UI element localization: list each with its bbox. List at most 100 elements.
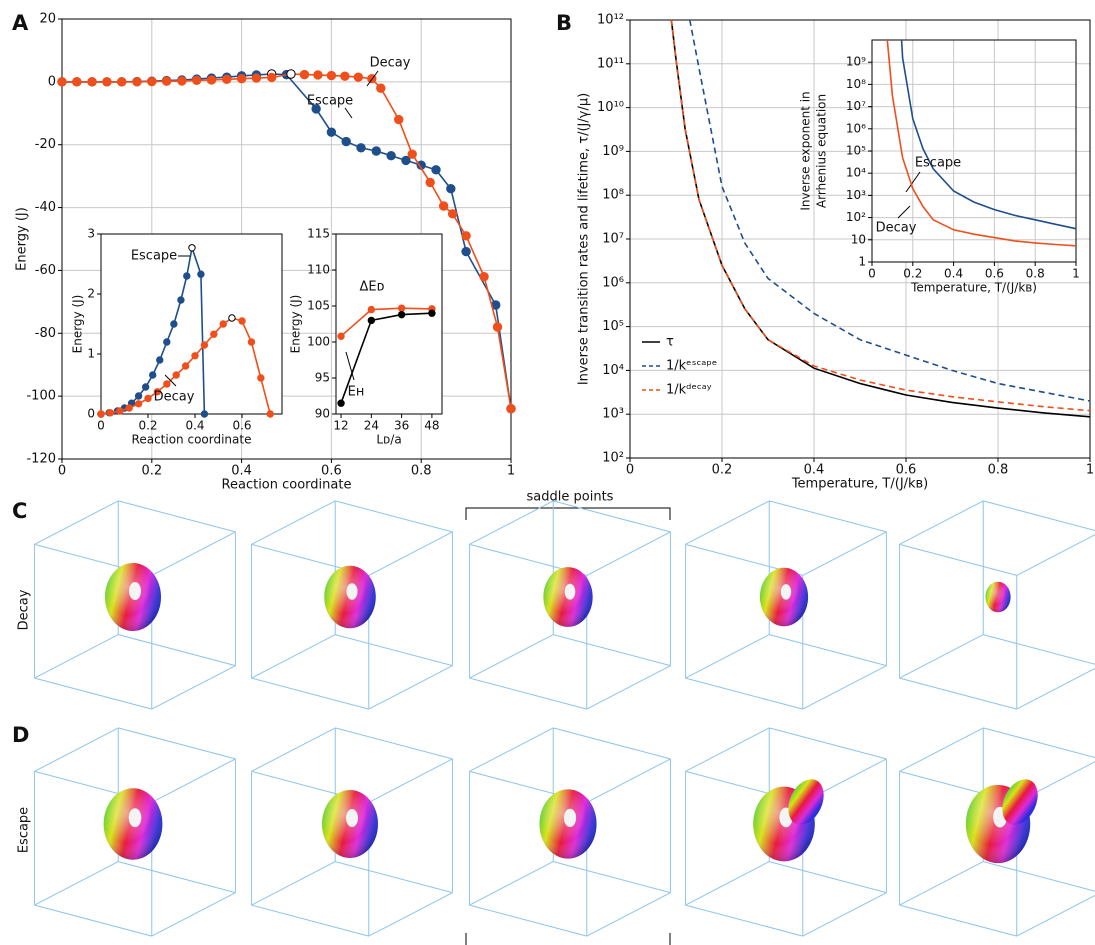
data-point — [222, 74, 232, 85]
y-tick-label: 20 — [39, 12, 56, 27]
y-tick-label: 10⁷ — [846, 99, 866, 113]
data-point — [57, 77, 67, 87]
y-tick-label: 1 — [87, 347, 95, 361]
render-box — [685, 634, 770, 679]
data-point — [438, 201, 449, 211]
x-tick-label: 0.2 — [903, 267, 922, 281]
skyrmion-hole — [346, 583, 358, 600]
data-point — [116, 407, 124, 415]
y-tick-label: 90 — [315, 407, 330, 421]
y-tick-label: 100 — [307, 335, 330, 349]
render-box — [368, 531, 453, 576]
data-point — [163, 338, 171, 346]
y-tick-label: 110 — [307, 263, 330, 277]
render-box — [899, 861, 984, 906]
y-tick-label: 10¹⁰ — [597, 100, 624, 115]
row-label: Escape — [17, 807, 32, 853]
data-point — [192, 75, 202, 85]
render-box — [368, 892, 453, 937]
y-tick-label: 10 — [851, 232, 866, 246]
data-point — [238, 317, 246, 325]
panel-label: D — [12, 723, 29, 747]
render-box — [769, 861, 887, 894]
render-box — [769, 727, 887, 760]
data-point — [134, 392, 143, 400]
y-tick-label: 0 — [48, 74, 56, 89]
data-point — [206, 75, 217, 85]
data-point — [446, 184, 456, 194]
render-box — [899, 727, 984, 772]
render-box — [1016, 534, 1095, 576]
row-label: Decay — [17, 589, 32, 630]
data-point — [340, 71, 350, 81]
skyrmion-hole — [780, 584, 792, 600]
data-point — [376, 83, 386, 93]
legend-label: 1/kᵈᵉᶜᵃʸ — [666, 383, 712, 398]
panel-label: C — [12, 499, 27, 523]
x-tick-label: 0.8 — [1026, 267, 1045, 281]
data-point — [461, 231, 471, 241]
data-point — [106, 409, 115, 417]
skyrmion-lobe — [788, 779, 824, 825]
y-tick-label: 10² — [602, 451, 624, 466]
data-point — [181, 362, 190, 370]
data-point — [266, 72, 277, 83]
saddle-bracket — [465, 933, 671, 945]
inset-background — [336, 234, 442, 414]
data-point — [163, 380, 171, 388]
data-point — [428, 309, 436, 317]
y-tick-label: 10⁵ — [846, 144, 866, 158]
render-box — [335, 634, 453, 667]
skyrmion-hole — [346, 809, 358, 827]
data-point — [386, 151, 396, 161]
data-point — [286, 69, 296, 79]
y-tick-label: 1 — [858, 255, 866, 269]
render-box — [251, 634, 336, 679]
render-box — [151, 758, 236, 803]
data-point — [326, 70, 337, 81]
data-point — [191, 352, 199, 360]
data-point — [337, 399, 345, 407]
data-point — [371, 146, 381, 156]
render-box — [983, 861, 1095, 892]
y-tick-label: 0 — [87, 407, 95, 421]
data-point — [188, 244, 196, 252]
render-box — [586, 758, 671, 803]
y-tick-label: -100 — [26, 389, 56, 404]
data-point — [200, 341, 209, 349]
chart: 0 1 2 3 0 0.2 0.4 0.6 Escape Decay Reaction coordi… — [71, 227, 283, 447]
series-label: Escape — [307, 94, 353, 109]
data-point — [183, 272, 191, 280]
x-tick-label: 0.4 — [804, 463, 825, 478]
render-box — [251, 861, 336, 906]
render-box — [802, 531, 887, 576]
x-tick-label: 0 — [626, 463, 634, 478]
x-tick-label: 1 — [1072, 267, 1080, 281]
skyrmion-hole — [563, 808, 577, 828]
data-point — [161, 76, 172, 86]
render-box — [586, 892, 671, 937]
label-leader — [164, 374, 177, 387]
y-axis-label: Energy (J) — [71, 295, 85, 354]
data-point — [479, 272, 489, 282]
render-box — [34, 500, 119, 545]
render-box — [34, 634, 119, 679]
series-label: Escape — [131, 249, 177, 264]
render-box — [899, 634, 984, 679]
render-box — [983, 500, 1095, 531]
x-tick-label: 0.6 — [232, 419, 251, 433]
data-point — [407, 149, 417, 159]
data-point — [210, 330, 218, 338]
series-label: Eʜ — [348, 385, 365, 400]
plot-frame — [871, 39, 1077, 263]
y-tick-label: 10⁵ — [602, 319, 624, 334]
x-tick-label: 0.4 — [231, 464, 252, 479]
render-box — [251, 677, 369, 710]
render-box — [899, 543, 1017, 576]
y-tick-label: 10⁶ — [846, 121, 866, 135]
data-point — [219, 320, 227, 328]
y-tick-label: 10⁸ — [846, 77, 866, 91]
label-leader — [897, 205, 911, 219]
render-box — [34, 861, 119, 906]
data-point — [447, 209, 458, 219]
